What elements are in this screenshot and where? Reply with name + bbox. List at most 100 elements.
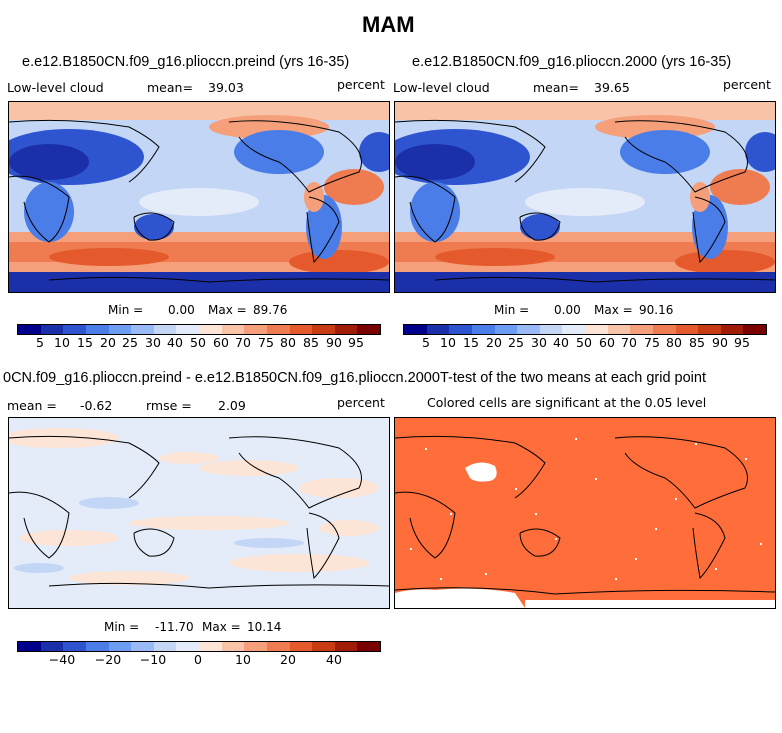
- cbar1-tick-12: 80: [280, 335, 296, 350]
- cbar2-tick-13: 85: [689, 335, 705, 350]
- cbar2-swatch-1: [404, 325, 427, 334]
- cbar1-swatch-1: [18, 325, 41, 334]
- panel2-mean-value: 39.65: [594, 80, 630, 95]
- cbar1-swatch-5: [108, 325, 132, 334]
- cbar1-swatch-13: [289, 325, 313, 334]
- cbar2-swatch-13: [675, 325, 699, 334]
- panel3-mean-label: mean =: [7, 398, 57, 413]
- panel3-min-value: -11.70: [155, 620, 194, 634]
- panel1-variable: Low-level cloud: [7, 80, 104, 95]
- cbar2-swatch-14: [698, 325, 721, 334]
- cbar2-swatch-12: [652, 325, 676, 334]
- panel3-map: [8, 417, 390, 609]
- cbar3-tick-7: 40: [326, 652, 342, 667]
- cbar1-swatch-11: [244, 325, 267, 334]
- cbar1-swatch-16: [357, 325, 380, 334]
- panel1-units: percent: [337, 77, 385, 92]
- panel2-min-label: Min =: [494, 303, 530, 317]
- panel1-min-value: 0.00: [168, 303, 195, 317]
- cbar3-swatch-13: [289, 642, 313, 651]
- cbar3-tick-5: 10: [235, 652, 251, 667]
- cbar1-swatch-3: [63, 325, 86, 334]
- panel2-units: percent: [723, 77, 771, 92]
- cbar2-tick-15: 95: [734, 335, 750, 350]
- figure-title: MAM: [362, 12, 415, 37]
- cbar3-swatch-9: [199, 642, 222, 651]
- cbar3-swatch-16: [357, 642, 380, 651]
- cbar1-swatch-2: [40, 325, 64, 334]
- cbar1-tick-2: 10: [54, 335, 70, 350]
- cbar2-tick-3: 15: [463, 335, 479, 350]
- panel1-title: e.e12.B1850CN.f09_g16.plioccn.preind (yr…: [22, 54, 350, 70]
- cbar1-tick-15: 95: [348, 335, 364, 350]
- panel2-min-value: 0.00: [554, 303, 581, 317]
- panel1-min-label: Min =: [108, 303, 144, 317]
- cbar2-tick-1: 5: [422, 335, 430, 350]
- cbar3-swatch-14: [312, 642, 335, 651]
- panel2-title: e.e12.B1850CN.f09_g16.plioccn.2000 (yrs …: [412, 54, 732, 70]
- cbar3-swatch-5: [108, 642, 132, 651]
- panel2-max-label: Max =: [594, 303, 633, 317]
- cbar1-tick-6: 30: [145, 335, 161, 350]
- panel3-rmse-label: rmse =: [146, 398, 192, 413]
- cbar2-swatch-8: [562, 325, 585, 334]
- panel1-max-label: Max =: [208, 303, 247, 317]
- cbar1-tick-4: 20: [100, 335, 116, 350]
- panel3-title: 0CN.f09_g16.plioccn.preind - e.e12.B1850…: [3, 370, 440, 386]
- cbar2-swatch-9: [585, 325, 608, 334]
- cbar1-tick-9: 60: [213, 335, 229, 350]
- cbar1-tick-10: 70: [235, 335, 251, 350]
- panel3-min-label: Min =: [104, 620, 140, 634]
- panel2-colorbar: [403, 324, 767, 335]
- cbar1-swatch-10: [221, 325, 245, 334]
- panel1-map: [8, 101, 390, 293]
- cbar3-swatch-7: [153, 642, 177, 651]
- panel3-rmse-value: 2.09: [218, 398, 246, 413]
- cbar2-tick-6: 30: [531, 335, 547, 350]
- panel4-subtitle: Colored cells are significant at the 0.0…: [427, 395, 707, 410]
- cbar1-swatch-6: [131, 325, 154, 334]
- panel4-title: T-test of the two means at each grid poi…: [440, 370, 706, 386]
- panel2-max-value: 90.16: [639, 303, 674, 317]
- cbar3-swatch-10: [221, 642, 245, 651]
- cbar1-tick-3: 15: [77, 335, 93, 350]
- panel3-units: percent: [337, 395, 385, 410]
- cbar2-tick-11: 75: [644, 335, 660, 350]
- panel2-map: [394, 101, 776, 293]
- cbar2-tick-8: 50: [576, 335, 592, 350]
- panel4-map: [394, 417, 776, 609]
- cbar3-swatch-1: [18, 642, 41, 651]
- cbar1-swatch-12: [266, 325, 290, 334]
- cbar2-swatch-5: [494, 325, 518, 334]
- cbar3-tick-3: −10: [139, 652, 167, 667]
- cbar2-swatch-2: [426, 325, 450, 334]
- cbar1-swatch-15: [334, 325, 358, 334]
- cbar1-swatch-14: [312, 325, 335, 334]
- cbar1-tick-11: 75: [258, 335, 274, 350]
- cbar1-tick-14: 90: [326, 335, 342, 350]
- cbar3-tick-6: 20: [280, 652, 296, 667]
- cbar1-tick-7: 40: [167, 335, 183, 350]
- cbar2-tick-10: 70: [621, 335, 637, 350]
- cbar2-tick-5: 25: [508, 335, 524, 350]
- cbar3-swatch-11: [244, 642, 267, 651]
- cbar3-swatch-8: [176, 642, 199, 651]
- panel1-mean-label: mean=: [147, 80, 193, 95]
- cbar1-tick-8: 50: [190, 335, 206, 350]
- cbar3-tick-4: 0: [194, 652, 202, 667]
- panel2-variable: Low-level cloud: [393, 80, 490, 95]
- cbar2-swatch-15: [720, 325, 744, 334]
- cbar3-tick-1: −40: [48, 652, 76, 667]
- cbar3-swatch-3: [63, 642, 86, 651]
- cbar1-swatch-4: [85, 325, 109, 334]
- cbar1-tick-1: 5: [36, 335, 44, 350]
- cbar2-tick-14: 90: [712, 335, 728, 350]
- cbar2-tick-12: 80: [666, 335, 682, 350]
- cbar1-tick-5: 25: [122, 335, 138, 350]
- cbar1-swatch-8: [176, 325, 199, 334]
- cbar2-tick-7: 40: [553, 335, 569, 350]
- cbar1-swatch-7: [153, 325, 177, 334]
- cbar2-swatch-3: [449, 325, 472, 334]
- cbar2-tick-9: 60: [599, 335, 615, 350]
- cbar3-swatch-4: [85, 642, 109, 651]
